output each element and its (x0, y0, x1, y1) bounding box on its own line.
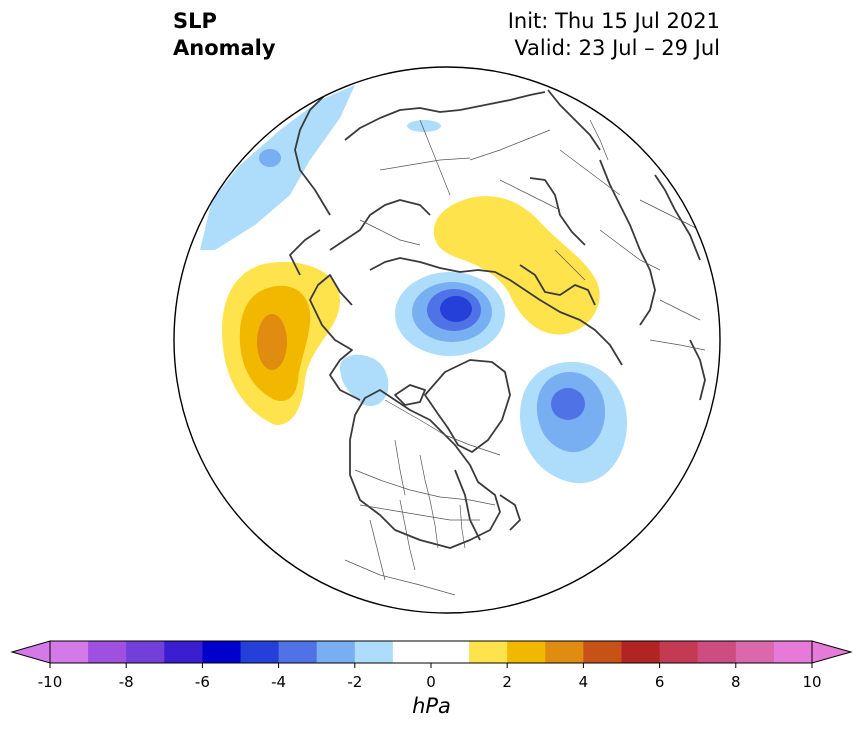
colorbar-swatch (735, 641, 775, 663)
anomaly-negative-bering (339, 354, 389, 407)
init-date: Init: Thu 15 Jul 2021 (507, 9, 720, 33)
anomaly-negative-gulf-of-alaska-core (259, 149, 281, 167)
anomaly-negative-arctic-core (440, 296, 472, 322)
anomaly-negative-northeast-pacific (200, 85, 355, 250)
colorbar-swatch (126, 641, 165, 663)
anomaly-negative-north-atlantic-core (551, 388, 585, 420)
map-subtitle: Init: Thu 15 Jul 2021 Valid: 23 Jul – 29… (508, 8, 720, 62)
globe-outline (173, 66, 721, 614)
colorbar-swatch (469, 641, 508, 663)
colorbar-swatch (583, 641, 622, 663)
colorbar-swatch (202, 641, 241, 663)
colorbar-tick-label: 10 (802, 673, 821, 691)
colorbar-swatch (278, 641, 318, 663)
colorbar: -10 -8 -6 -4 -2 0 2 4 6 8 10 (10, 640, 853, 691)
title-line-1: SLP (173, 9, 217, 33)
colorbar-units: hPa (412, 694, 451, 718)
colorbar-tick-label: -2 (347, 673, 362, 691)
colorbar-tick-label: 8 (731, 673, 741, 691)
colorbar-extend-left (10, 640, 51, 664)
colorbar-swatch (773, 641, 813, 663)
colorbar-swatch (88, 641, 127, 663)
colorbar-tick-label: -6 (195, 673, 210, 691)
anomaly-positive-western-siberia (433, 196, 600, 335)
coastlines (289, 89, 706, 549)
colorbar-swatch (392, 641, 432, 663)
valid-range: Valid: 23 Jul – 29 Jul (514, 36, 720, 60)
colorbar-tick-label: -10 (38, 673, 63, 691)
map-title: SLP Anomaly (173, 8, 276, 62)
political-borders (344, 119, 706, 596)
colorbar-swatch (659, 641, 699, 663)
colorbar-swatch (240, 641, 280, 663)
colorbar-swatch (50, 641, 89, 663)
colorbar-swatch (507, 641, 546, 663)
colorbar-swatch (545, 641, 584, 663)
colorbar-extend-right (811, 640, 853, 664)
colorbar-tick-label: 0 (426, 673, 436, 691)
colorbar-swatch (697, 641, 737, 663)
colorbar-swatch (431, 641, 470, 663)
colorbar-swatch (164, 641, 203, 663)
colorbar-tick-label: 6 (655, 673, 665, 691)
polar-map (174, 67, 720, 613)
colorbar-tick-label: -8 (119, 673, 134, 691)
anomaly-positive-north-pacific-core (257, 314, 287, 370)
colorbar-swatch (316, 641, 356, 663)
colorbar-swatch (621, 641, 661, 663)
colorbar-tick-label: 2 (502, 673, 512, 691)
colorbar-tick-label: -4 (271, 673, 286, 691)
colorbar-swatch (354, 641, 394, 663)
title-line-2: Anomaly (173, 36, 276, 60)
anomaly-negative-east-siberian-sea (407, 120, 441, 132)
colorbar-tick-label: 4 (579, 673, 589, 691)
